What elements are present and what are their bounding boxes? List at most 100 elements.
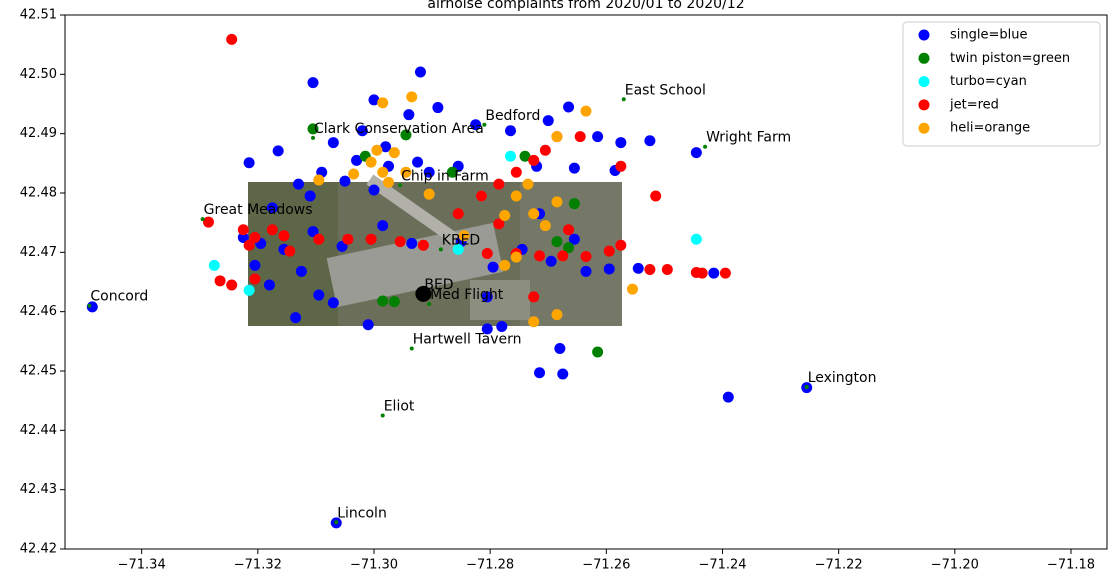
point xyxy=(362,319,374,331)
point xyxy=(574,131,586,143)
point xyxy=(284,245,296,257)
point xyxy=(412,156,424,168)
x-tick-label: −71.18 xyxy=(1047,558,1095,573)
point xyxy=(615,239,627,251)
legend-marker xyxy=(918,122,930,134)
point xyxy=(534,367,546,379)
point xyxy=(519,150,531,162)
legend-label: single=blue xyxy=(950,28,1027,43)
point xyxy=(278,230,290,242)
point xyxy=(551,131,563,143)
y-tick-label: 42.50 xyxy=(20,67,57,82)
point xyxy=(313,233,325,245)
point xyxy=(487,261,499,273)
point xyxy=(368,94,380,106)
point xyxy=(249,259,261,271)
point xyxy=(563,101,575,113)
point xyxy=(237,224,249,236)
point xyxy=(388,147,400,159)
point xyxy=(580,265,592,277)
point xyxy=(557,368,569,380)
y-tick-label: 42.46 xyxy=(20,304,57,319)
x-tick-label: −71.20 xyxy=(931,558,979,573)
point xyxy=(499,210,511,222)
y-tick-label: 42.48 xyxy=(20,186,57,201)
point xyxy=(568,233,580,245)
point xyxy=(266,224,278,236)
point xyxy=(528,291,540,303)
point xyxy=(568,198,580,210)
x-tick-label: −71.26 xyxy=(582,558,630,573)
point xyxy=(534,250,546,262)
point xyxy=(348,168,360,180)
point xyxy=(551,309,563,321)
legend-marker xyxy=(918,76,930,88)
place-marker xyxy=(311,135,316,140)
point xyxy=(356,125,368,137)
point xyxy=(351,154,363,166)
point xyxy=(580,105,592,117)
point xyxy=(394,236,406,248)
point xyxy=(510,251,522,263)
point xyxy=(313,289,325,301)
place-label: Eliot xyxy=(384,399,415,415)
point xyxy=(528,316,540,328)
point xyxy=(243,157,255,169)
place-marker xyxy=(415,285,432,302)
legend-label: jet=red xyxy=(949,97,999,112)
point xyxy=(644,135,656,147)
x-tick-label: −71.34 xyxy=(118,558,166,573)
point xyxy=(580,250,592,262)
point xyxy=(592,131,604,143)
point xyxy=(510,166,522,178)
point xyxy=(202,216,214,228)
point xyxy=(446,166,458,178)
point xyxy=(406,237,418,249)
point xyxy=(592,346,604,358)
plot-frame xyxy=(64,14,1108,550)
x-tick-label: −71.24 xyxy=(698,558,746,573)
point xyxy=(327,297,339,309)
point xyxy=(371,144,383,156)
legend-marker xyxy=(918,52,930,64)
legend-marker xyxy=(918,29,930,41)
point xyxy=(307,77,319,89)
point xyxy=(243,239,255,251)
place-label: Lexington xyxy=(808,370,877,386)
place-label: BED xyxy=(424,277,453,293)
place-label: Clark Conservation Area xyxy=(314,121,484,137)
point xyxy=(377,166,389,178)
legend-label: turbo=cyan xyxy=(950,74,1027,89)
point xyxy=(722,391,734,403)
place-marker xyxy=(87,303,92,308)
place-marker xyxy=(621,97,626,102)
place-label: Lincoln xyxy=(337,505,387,521)
point xyxy=(365,233,377,245)
point xyxy=(470,119,482,131)
point xyxy=(377,220,389,232)
point xyxy=(522,178,534,190)
place-marker xyxy=(409,346,414,351)
place-label: Great Meadows xyxy=(204,202,313,218)
point xyxy=(615,137,627,149)
point xyxy=(292,178,304,190)
y-tick-label: 42.47 xyxy=(20,245,57,260)
place-marker xyxy=(482,122,487,127)
point xyxy=(226,279,238,291)
point xyxy=(432,102,444,114)
point xyxy=(481,291,493,303)
point xyxy=(272,145,284,157)
point xyxy=(661,264,673,276)
point xyxy=(708,267,720,279)
place-marker xyxy=(334,520,339,525)
point xyxy=(650,190,662,202)
point xyxy=(493,178,505,190)
point xyxy=(423,166,435,178)
place-label: KBED xyxy=(442,232,480,248)
point xyxy=(690,147,702,159)
point xyxy=(475,190,487,202)
place-marker xyxy=(438,247,443,252)
place-marker xyxy=(703,144,708,149)
point xyxy=(313,174,325,186)
point xyxy=(237,232,249,243)
